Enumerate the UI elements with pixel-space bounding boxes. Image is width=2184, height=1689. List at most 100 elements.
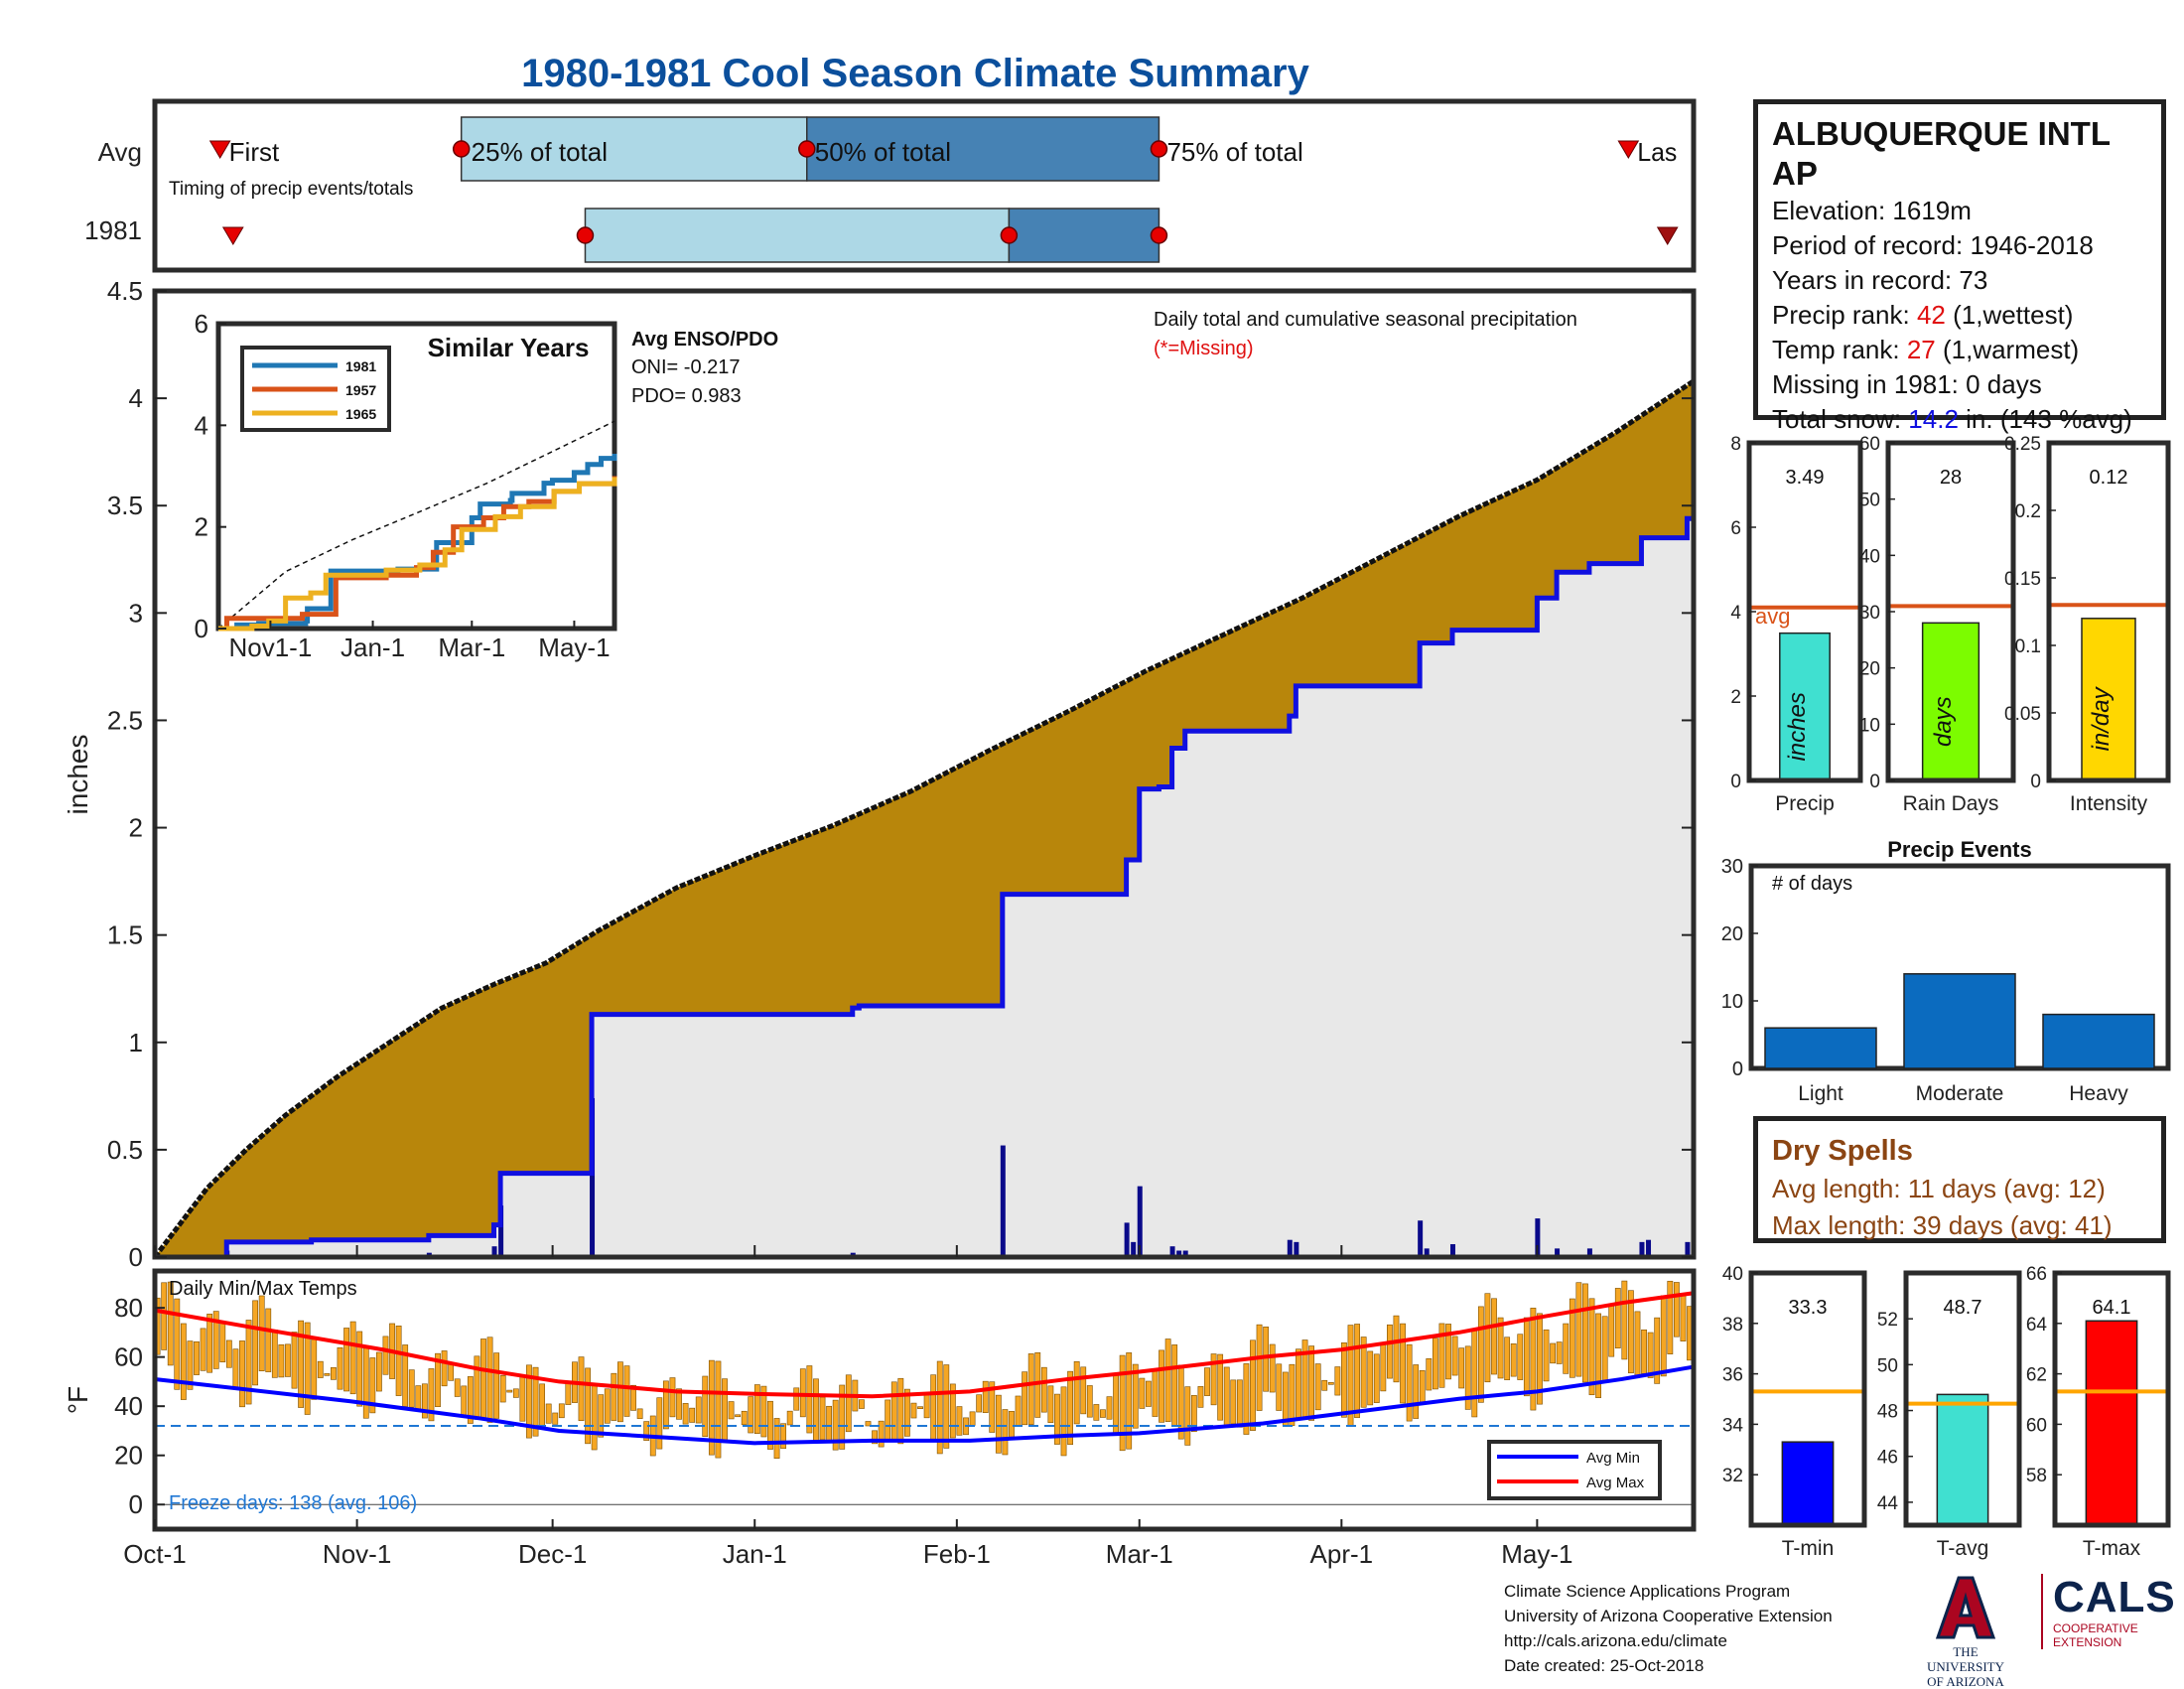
temp-bar-144: [1093, 1404, 1100, 1421]
ua-line-1: THE UNIVERSITY: [1927, 1644, 2004, 1674]
temp-bar-71: [617, 1361, 623, 1423]
timing-1981-q75-marker: [1150, 226, 1168, 244]
precip-rank-note: (1,wettest): [1945, 300, 2074, 330]
timing-1981-q50-marker: [1000, 226, 1019, 244]
tmax-mini-ytick-label-1: 60: [2026, 1415, 2047, 1436]
temp-bar-16: [258, 1295, 265, 1371]
temp-bar-54: [506, 1389, 513, 1393]
temp-ytick-label-2: 40: [114, 1391, 143, 1421]
avg-min-line: [154, 1364, 1695, 1446]
temp-rank-value: 27: [1906, 335, 1936, 364]
temp-bar-55: [512, 1388, 519, 1398]
temp-bar-83: [695, 1396, 702, 1424]
temp-bar-41: [421, 1383, 428, 1419]
temp-bar-60: [545, 1403, 552, 1424]
temp-bar-130: [1002, 1409, 1009, 1456]
temp-bar-65: [578, 1356, 585, 1421]
temp-bar-129: [995, 1394, 1002, 1454]
temp-bar-194: [1419, 1370, 1426, 1403]
snow-value: 14.2: [1908, 404, 1959, 434]
daily-precip-bar-10: [1131, 1241, 1137, 1257]
temp-bar-214: [1550, 1342, 1557, 1364]
timing-1981-last-triangle: [1656, 226, 1679, 245]
temp-bar-148: [1119, 1354, 1126, 1452]
temp-bar-27: [331, 1366, 337, 1380]
temp-bar-170: [1263, 1327, 1270, 1392]
shared-xtick-label-0: Oct-1: [123, 1539, 187, 1569]
temp-bar-196: [1432, 1337, 1438, 1390]
temp-bar-172: [1276, 1363, 1283, 1411]
oni-value: ONI= -0.217: [631, 356, 741, 378]
temp-bar-158: [1184, 1386, 1191, 1446]
temp-bar-58: [532, 1366, 539, 1437]
tmin-mini-ytick-label-0: 32: [1722, 1466, 1743, 1486]
temp-bar-220: [1588, 1298, 1595, 1396]
events-bar-moderate: [1903, 973, 2016, 1069]
temp-bar-14: [245, 1320, 252, 1405]
intensity-mini-ytick-label-5: 0.25: [2004, 434, 2041, 455]
temp-bar-122: [949, 1383, 956, 1439]
intensity-mini-bar-text: in/day: [2088, 685, 2115, 751]
inset-series-1965: [218, 477, 617, 632]
temp-bar-228: [1641, 1329, 1647, 1374]
temp-bar-200: [1458, 1347, 1465, 1389]
main-ytick-label-4: 2: [129, 813, 143, 843]
elevation-label: Elevation:: [1772, 196, 1893, 225]
temp-bar-212: [1537, 1313, 1543, 1405]
precip-mini-ytick-label-0: 0: [1730, 772, 1741, 792]
temp-bar-182: [1341, 1342, 1347, 1418]
tavg-mini-ytick-label-3: 50: [1877, 1355, 1898, 1376]
temp-rank-row: Temp rank: 27 (1,warmest): [1772, 333, 2147, 367]
shared-xtick-label-6: Apr-1: [1310, 1539, 1374, 1569]
temp-bar-185: [1360, 1337, 1367, 1408]
station-info-box: ALBUQUERQUE INTL AP Elevation: 1619m Per…: [1753, 99, 2166, 434]
temp-bar-126: [976, 1394, 983, 1413]
temp-bar-43: [435, 1352, 441, 1407]
temp-bar-229: [1647, 1332, 1654, 1378]
temp-bar-98: [793, 1387, 800, 1411]
temp-bar-96: [780, 1423, 787, 1450]
tmax-mini-ytick-label-4: 66: [2026, 1264, 2047, 1285]
raindays-mini-ytick-label-6: 60: [1859, 434, 1880, 455]
temp-bar-97: [786, 1410, 793, 1426]
temp-bar-102: [819, 1396, 826, 1441]
inset-legend-label-1981: 1981: [345, 358, 376, 374]
tmin-mini-ytick-label-3: 38: [1722, 1315, 1743, 1336]
station-name: ALBUQUERQUE INTL AP: [1772, 115, 2111, 192]
main-ylabel: inches: [63, 735, 93, 815]
daily-precip-bar-3: [491, 1246, 497, 1257]
events-label-light: Light: [1798, 1082, 1843, 1105]
temp-bar-221: [1595, 1313, 1601, 1398]
temp-bar-105: [839, 1384, 846, 1450]
temp-bar-59: [539, 1383, 545, 1427]
temp-bar-95: [773, 1418, 780, 1459]
temp-bar-202: [1471, 1329, 1478, 1418]
temp-bar-30: [349, 1321, 356, 1395]
daily-precip-bar-14: [1176, 1250, 1182, 1257]
daily-precip-bar-17: [1294, 1241, 1299, 1257]
precip-mini-ytick-label-3: 6: [1730, 518, 1741, 539]
temp-bar-120: [936, 1360, 943, 1455]
period-row: Period of record: 1946-2018: [1772, 228, 2147, 263]
temp-bar-127: [982, 1380, 989, 1414]
temp-legend-box: [1487, 1440, 1662, 1500]
temp-bar-224: [1614, 1288, 1621, 1348]
temp-bar-99: [799, 1368, 806, 1418]
temp-bar-28: [337, 1346, 343, 1390]
precip-rank-label: Precip rank:: [1772, 300, 1917, 330]
temp-bar-231: [1660, 1295, 1667, 1377]
temp-bar-61: [552, 1412, 559, 1425]
shared-xtick-label-4: Feb-1: [923, 1539, 991, 1569]
precip-main-panel: 0 0.5 1 1.5 2 2.5 3 3.5 4 4.5 inches Daily total an…: [63, 276, 1697, 1272]
similar-years-inset: 0 2 4 6 Nov1-1 Jan-1 Mar-1 May-1 Similar Years 19…: [195, 309, 617, 662]
temp-bar-62: [558, 1403, 565, 1419]
raindays-mini-ytick-label-5: 50: [1859, 491, 1880, 511]
temp-bar-35: [382, 1336, 389, 1375]
daily-precip-bar-20: [1449, 1244, 1455, 1257]
temp-bar-178: [1314, 1363, 1321, 1411]
cals-sub-2: EXTENSION: [2053, 1635, 2122, 1649]
temp-bar-69: [604, 1388, 611, 1424]
credits-block: Climate Science Applications Program Uni…: [1504, 1579, 1833, 1678]
inset-legend-label-1957: 1957: [345, 382, 376, 398]
precip-mini-ytick-label-1: 2: [1730, 687, 1741, 708]
